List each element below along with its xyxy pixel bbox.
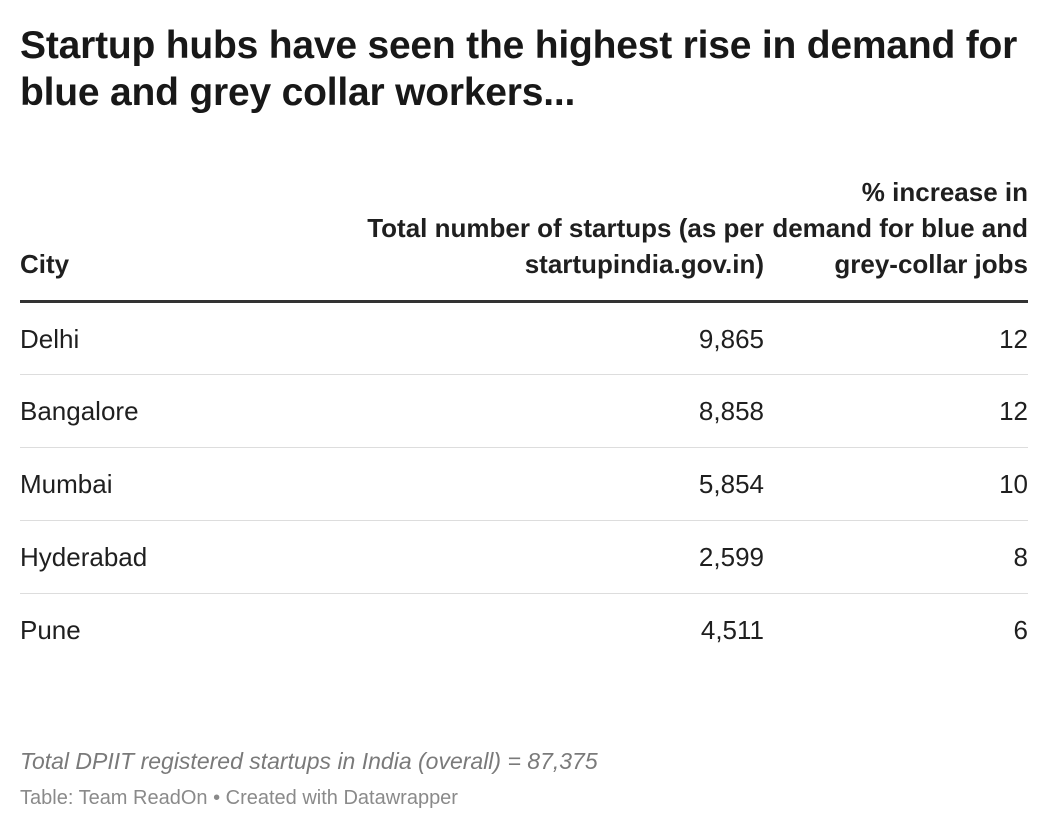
cell-increase: 10 (764, 447, 1028, 521)
column-header-city: City (20, 174, 280, 303)
column-header-increase: % increase in demand for blue and grey-c… (764, 174, 1028, 303)
column-header-startups: Total number of startups (as per startup… (280, 174, 764, 303)
table-row: Delhi 9,865 12 (20, 301, 1028, 375)
cell-city: Pune (20, 615, 81, 646)
cell-startups: 4,511 (700, 615, 764, 646)
cell-increase: 6 (1013, 615, 1028, 646)
table-header-row: City Total number of startups (as per st… (20, 174, 1028, 303)
cell-city: Bangalore (20, 374, 280, 448)
cell-startups: 9,865 (280, 301, 764, 375)
chart-container: Startup hubs have seen the highest rise … (20, 22, 1028, 667)
cell-increase: 12 (764, 301, 1028, 375)
data-table: City Total number of startups (as per st… (20, 174, 1028, 667)
chart-note: Total DPIIT registered startups in India… (20, 748, 598, 774)
table-row: Mumbai 5,854 10 (20, 447, 1028, 521)
table-row: Bangalore 8,858 12 (20, 374, 1028, 448)
cell-city: Mumbai (20, 447, 280, 521)
cell-increase: 12 (764, 374, 1028, 448)
chart-source: Table: Team ReadOn • Created with Datawr… (20, 787, 458, 809)
chart-title: Startup hubs have seen the highest rise … (20, 24, 1018, 114)
cell-startups: 2,599 (280, 520, 764, 594)
cell-city: Delhi (20, 301, 280, 375)
cell-startups: 5,854 (280, 447, 764, 521)
cell-increase: 8 (764, 520, 1028, 594)
table-row: Pune 4,511 6 (20, 594, 1028, 667)
cell-startups: 8,858 (280, 374, 764, 448)
cell-city: Hyderabad (20, 520, 280, 594)
table-row: Hyderabad 2,599 8 (20, 520, 1028, 594)
